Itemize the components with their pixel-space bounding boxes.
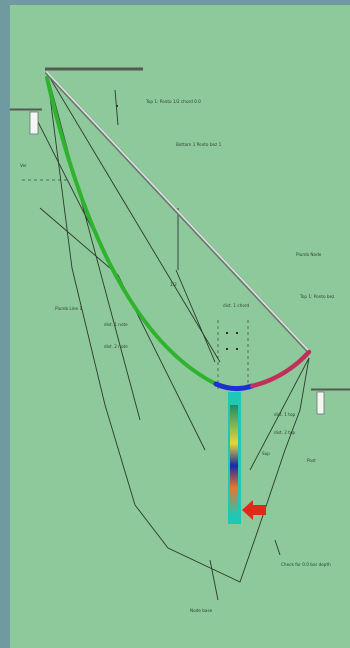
label-upper-note: Bottom 1 Ponto bez 1 [176,142,222,147]
left-marker [29,111,39,135]
label-left-short: Ver [20,163,27,168]
arc-left-segment [45,76,220,387]
labels: Top 1: Ponto 1/2 chord 0.0 Bottom 1 Pont… [20,99,335,613]
label-center-vert: 1/2 [170,282,177,287]
construction-lines [35,72,310,601]
top-bar [45,67,143,71]
guide-lines [22,179,249,392]
label-mid-note-1: dist. 1 note [104,322,128,327]
left-bar [10,108,42,111]
diagram-background [10,5,350,648]
main-chord-highlight [46,71,310,352]
label-left-note: Plumb Line 1 [55,306,82,311]
label-right-note-2: Top 1: Ponto bez [299,294,335,299]
label-low-center-2: dist. 2 top [274,430,296,435]
column-core [230,405,238,515]
load-arrow-icon [242,500,266,520]
label-mid-note-2: dist. 2 note [104,344,128,349]
label-low-center-1: dist. 1 top [274,412,296,417]
label-small-mid: Sup [262,451,270,456]
tick-marks [116,105,238,350]
arc-bottom-segment [213,381,255,392]
label-bottom-right-note: Check for 0.0 bar depth [281,562,331,567]
label-center-note: dist. 1 chord [223,303,249,308]
right-bar [311,388,350,391]
label-bottom-note: Node base [190,608,213,613]
right-marker [316,391,325,415]
label-top-right-note: Top 1: Ponto 1/2 chord 0.0 [145,99,201,104]
label-right-short: Post [307,458,316,463]
label-right-note-1: Plumb Node [296,252,322,257]
arc-right-segment [249,349,312,389]
